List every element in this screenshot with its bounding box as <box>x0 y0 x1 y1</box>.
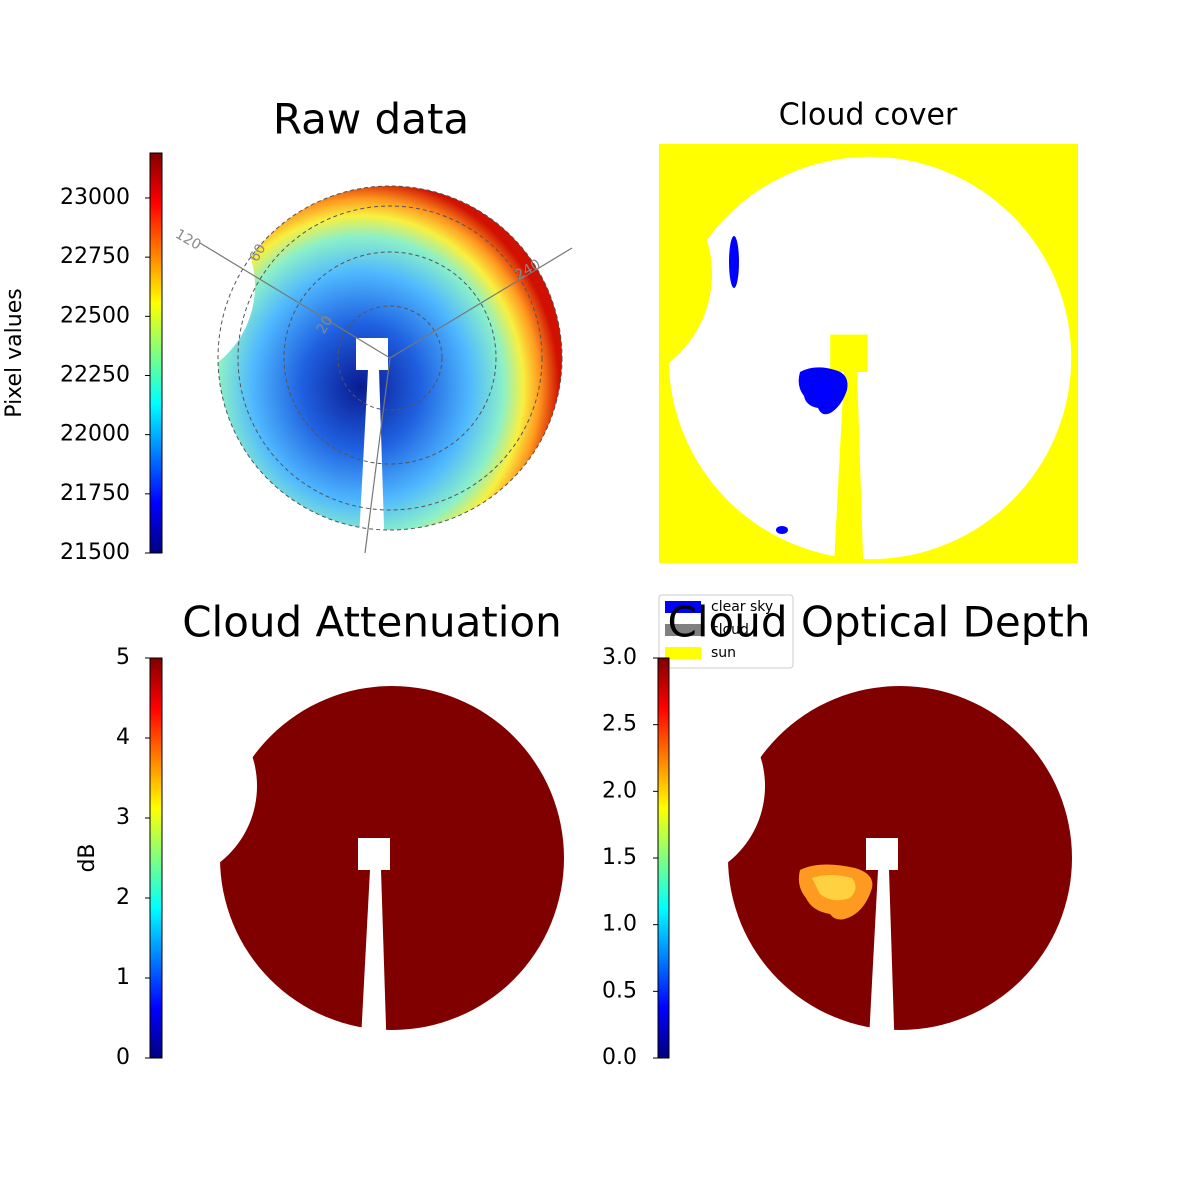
tick-label: 22250 <box>60 362 130 387</box>
raw-image <box>199 178 573 558</box>
tick-label: 22500 <box>60 303 130 328</box>
panel-title: Cloud cover <box>779 98 958 133</box>
legend-label: clear sky <box>711 599 773 615</box>
tick-label: 21750 <box>60 481 130 506</box>
attenuation-image <box>212 678 572 1058</box>
tick-label: 23000 <box>60 185 130 210</box>
polar-label: 20 <box>314 313 337 336</box>
colorbar <box>657 657 670 1059</box>
tick-label: 4 <box>116 725 130 750</box>
clear-sky-patches <box>729 236 848 534</box>
panel-title: Cloud Attenuation <box>182 598 562 647</box>
colorbar <box>149 657 163 1059</box>
panel-title: Raw data <box>273 95 469 144</box>
colorbar <box>149 152 163 554</box>
tick-label: 2.0 <box>602 778 637 803</box>
tick-label: 3 <box>116 805 130 830</box>
tick-label: 22750 <box>60 244 130 269</box>
cloud-cover-image <box>659 147 1081 592</box>
legend-handle <box>665 647 701 659</box>
tick-label: 21500 <box>60 540 130 565</box>
legend-handle <box>665 624 701 636</box>
polar-label: 120 <box>172 226 203 253</box>
tick-label: 5 <box>116 645 130 670</box>
tick-label: 0 <box>116 1045 130 1070</box>
colorbar-label: Pixel values <box>2 288 27 417</box>
tick-label: 1.5 <box>602 845 637 870</box>
colorbar-label: dB <box>75 843 100 872</box>
tick-label: 1.0 <box>602 912 637 937</box>
legend-label: sun <box>711 645 736 661</box>
legend-label: cloud <box>711 622 749 638</box>
tick-label: 2 <box>116 885 130 910</box>
tick-label: 2.5 <box>602 712 637 737</box>
polar-label: 60 <box>247 241 270 264</box>
tick-label: 0.5 <box>602 978 637 1003</box>
panel-title: Cloud Optical Depth <box>668 598 1091 647</box>
tick-label: 1 <box>116 965 130 990</box>
legend-handle <box>665 601 701 613</box>
tick-label: 0.0 <box>602 1045 637 1070</box>
cod-image <box>720 678 1080 1058</box>
tick-label: 22000 <box>60 422 130 447</box>
tick-label: 3.0 <box>602 645 637 670</box>
